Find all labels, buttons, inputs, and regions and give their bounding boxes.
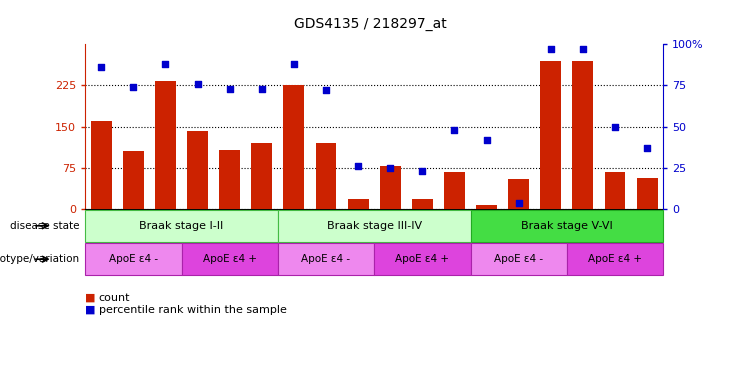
Point bbox=[609, 124, 621, 130]
Point bbox=[127, 84, 139, 90]
Point bbox=[385, 165, 396, 171]
Bar bbox=[412, 199, 433, 209]
Bar bbox=[444, 172, 465, 209]
Bar bbox=[540, 61, 561, 209]
Point bbox=[416, 168, 428, 174]
Point bbox=[320, 87, 332, 93]
Point bbox=[159, 61, 171, 67]
Point bbox=[545, 46, 556, 52]
Point bbox=[641, 145, 653, 151]
Bar bbox=[316, 143, 336, 209]
Bar bbox=[380, 166, 401, 209]
Point bbox=[481, 137, 493, 143]
Text: percentile rank within the sample: percentile rank within the sample bbox=[99, 305, 287, 314]
Text: genotype/variation: genotype/variation bbox=[0, 254, 79, 264]
Text: ApoE ε4 -: ApoE ε4 - bbox=[494, 254, 543, 264]
Text: Braak stage V-VI: Braak stage V-VI bbox=[521, 221, 613, 231]
Bar bbox=[476, 205, 497, 209]
Text: Braak stage III-IV: Braak stage III-IV bbox=[327, 221, 422, 231]
Point bbox=[192, 81, 204, 87]
Bar bbox=[155, 81, 176, 209]
Bar bbox=[251, 143, 272, 209]
Point bbox=[448, 127, 460, 133]
Bar bbox=[219, 150, 240, 209]
Text: ■: ■ bbox=[85, 305, 96, 314]
Bar bbox=[284, 86, 305, 209]
Text: GDS4135 / 218297_at: GDS4135 / 218297_at bbox=[294, 17, 447, 31]
Text: Braak stage I-II: Braak stage I-II bbox=[139, 221, 224, 231]
Bar bbox=[637, 178, 657, 209]
Text: ApoE ε4 +: ApoE ε4 + bbox=[588, 254, 642, 264]
Text: count: count bbox=[99, 293, 130, 303]
Point bbox=[577, 46, 589, 52]
Bar bbox=[508, 179, 529, 209]
Bar bbox=[605, 172, 625, 209]
Point bbox=[513, 200, 525, 206]
Bar bbox=[187, 131, 208, 209]
Text: ApoE ε4 +: ApoE ε4 + bbox=[203, 254, 256, 264]
Text: ApoE ε4 -: ApoE ε4 - bbox=[109, 254, 158, 264]
Point bbox=[96, 64, 107, 70]
Bar bbox=[573, 61, 594, 209]
Text: ApoE ε4 +: ApoE ε4 + bbox=[396, 254, 449, 264]
Point bbox=[256, 86, 268, 92]
Bar bbox=[348, 199, 368, 209]
Bar bbox=[91, 121, 112, 209]
Point bbox=[352, 163, 364, 169]
Point bbox=[288, 61, 300, 67]
Text: ApoE ε4 -: ApoE ε4 - bbox=[302, 254, 350, 264]
Text: ■: ■ bbox=[85, 293, 96, 303]
Point bbox=[224, 86, 236, 92]
Text: disease state: disease state bbox=[10, 221, 79, 231]
Bar bbox=[123, 152, 144, 209]
